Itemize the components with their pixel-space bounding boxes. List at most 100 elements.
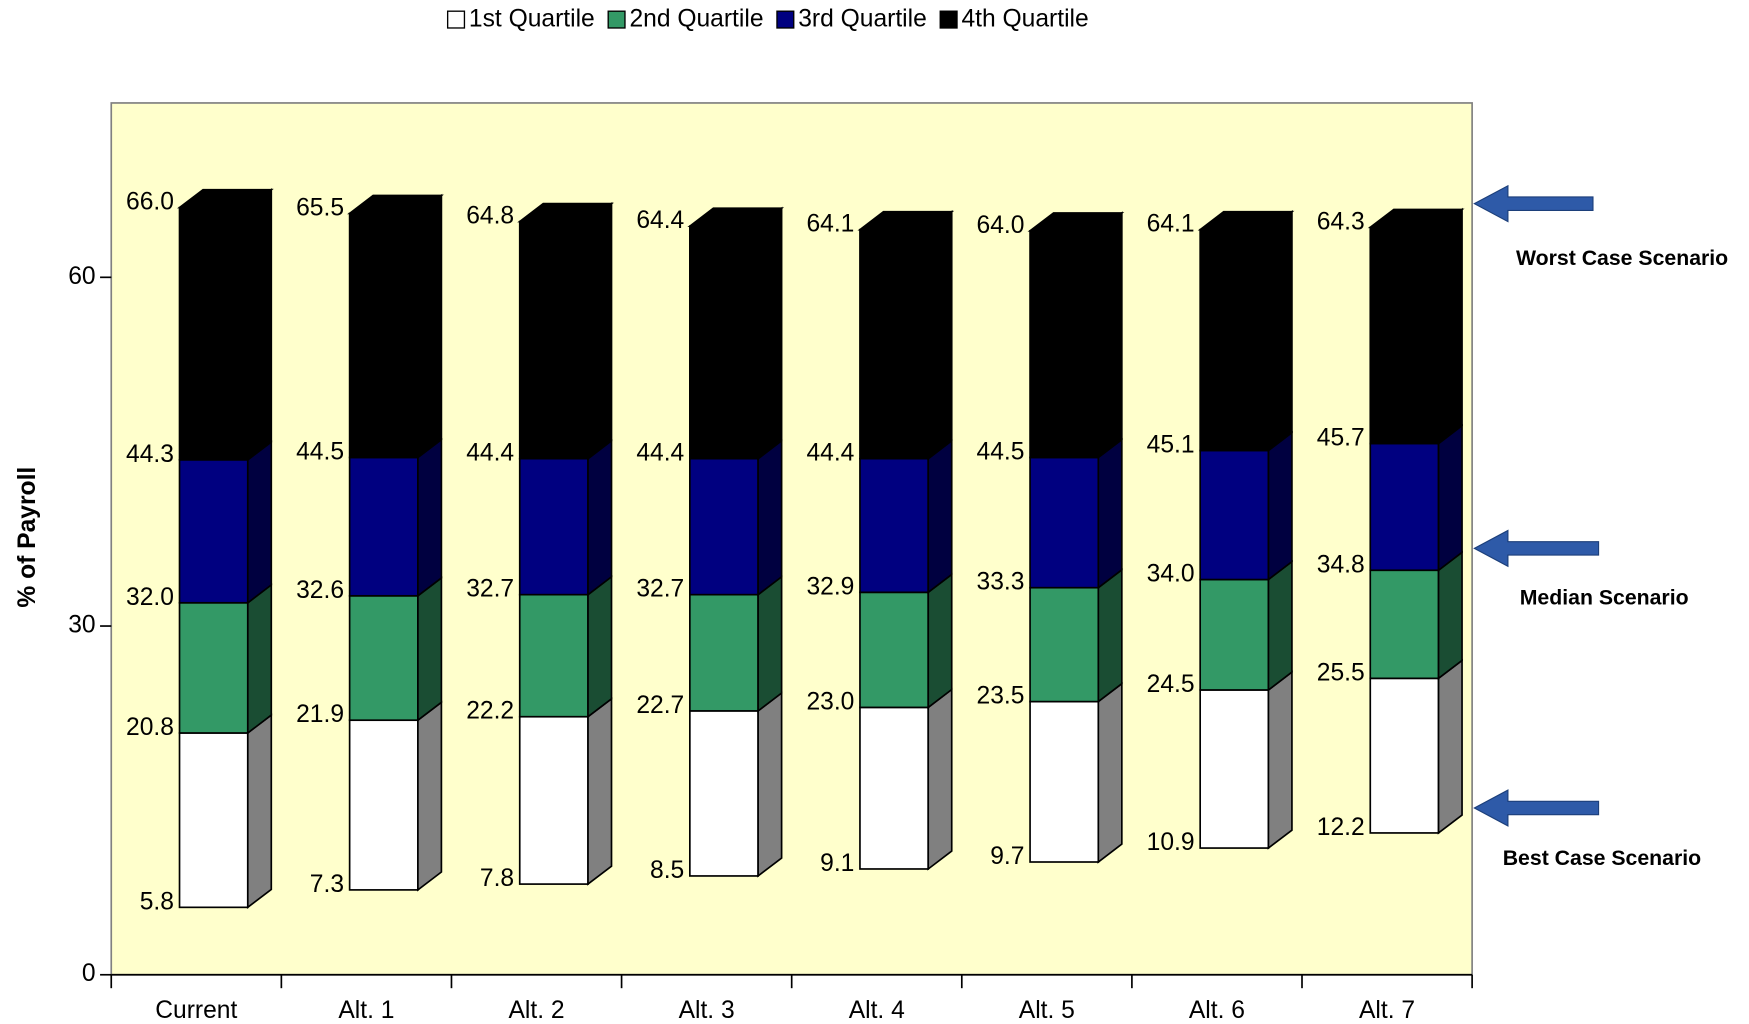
bar-segment-side [417, 700, 443, 892]
y-tick-label: 60 [68, 263, 95, 290]
bar-segment [859, 228, 930, 460]
bar-segment-side [1267, 430, 1293, 582]
legend-label: 1st Quartile [469, 6, 595, 33]
value-label: 44.3 [126, 441, 174, 468]
value-label: 7.3 [310, 871, 344, 898]
bar-segment-side [1267, 670, 1293, 850]
bar-segment-side [246, 440, 273, 605]
bar-stack [517, 201, 614, 886]
bar-segment-side [417, 576, 443, 722]
value-label: 64.0 [977, 212, 1025, 239]
value-label: 34.8 [1317, 551, 1365, 578]
bar-segment [348, 212, 419, 459]
bar-segment-side [417, 437, 443, 598]
bar-segment-top [347, 194, 444, 215]
bar-segment-side [757, 206, 783, 461]
bar-stack [687, 206, 785, 878]
bar-segment [518, 715, 589, 885]
bar-segment-side [757, 439, 783, 597]
legend-label: 3rd Quartile [798, 6, 927, 33]
bar-segment-side [587, 697, 613, 886]
value-label: 21.9 [296, 701, 344, 728]
legend-swatch [607, 10, 626, 29]
bar-segment-side [1437, 423, 1463, 572]
legend: 1st Quartile 2nd Quartile 3rd Quartile 4th … [446, 6, 1089, 33]
bar-stack [177, 187, 274, 910]
legend-swatch [776, 10, 795, 29]
bar-segment [1369, 442, 1440, 572]
bar-segment-top [687, 207, 785, 228]
bar-stack [1197, 210, 1295, 850]
bar-segment [518, 593, 589, 718]
value-label: 33.3 [977, 569, 1025, 596]
bar-segment [178, 206, 249, 461]
bar-segment-side [1437, 658, 1463, 835]
value-label: 32.7 [466, 576, 514, 603]
value-label: 32.0 [126, 584, 174, 611]
value-label: 7.8 [480, 865, 514, 892]
value-label: 45.1 [1147, 432, 1195, 459]
x-tick-label: Alt. 4 [849, 997, 905, 1024]
bar-segment [689, 457, 759, 596]
bar-segment [689, 710, 759, 877]
bar-segment [859, 457, 930, 594]
bar-segment-top [517, 202, 614, 223]
bar-segment [178, 732, 249, 909]
bar-segment [348, 594, 419, 722]
arrow [1473, 529, 1600, 568]
bar-segment-side [1097, 681, 1123, 864]
x-tick-label: Alt. 1 [338, 997, 394, 1024]
value-label: 23.0 [806, 688, 854, 715]
value-label: 25.5 [1317, 659, 1365, 686]
y-tick-label: 30 [68, 612, 95, 639]
x-tick-label: Alt. 3 [679, 997, 735, 1024]
value-label: 20.8 [126, 714, 174, 741]
x-tick-label: Alt. 5 [1019, 997, 1075, 1024]
bar-segment [1199, 689, 1270, 849]
bar-segment-side [246, 713, 273, 910]
y-tick-label: 0 [82, 960, 96, 987]
bar-segment-side [246, 187, 273, 462]
bar-stack [347, 193, 444, 892]
bar-segment-side [587, 439, 613, 597]
value-label: 5.8 [140, 888, 174, 915]
bar-segment [518, 457, 589, 596]
value-label: 44.5 [977, 439, 1025, 466]
bar-segment-side [757, 575, 783, 713]
bar-segment [1029, 229, 1100, 459]
value-label: 8.5 [650, 857, 684, 884]
bar-segment-side [1267, 559, 1293, 692]
legend-label: 4th Quartile [961, 6, 1088, 33]
bar-stack [857, 210, 955, 871]
value-label: 22.2 [466, 698, 514, 725]
bar-segment-side [587, 575, 613, 719]
annotation: Median Scenario [1520, 585, 1689, 609]
bar-segment-side [927, 572, 953, 710]
bar-segment [348, 456, 419, 597]
legend-label: 2nd Quartile [629, 6, 763, 33]
value-label: 32.6 [296, 577, 344, 604]
x-tick-label: Alt. 2 [508, 997, 564, 1024]
value-label: 34.0 [1147, 561, 1195, 588]
bar-stack [1027, 211, 1125, 864]
bar-segment-side [1097, 211, 1123, 460]
value-label: 65.5 [296, 194, 344, 221]
value-label: 24.5 [1147, 671, 1195, 698]
y-axis-title: % of Payroll [14, 467, 41, 608]
bar-segment [1029, 700, 1100, 863]
value-label: 10.9 [1147, 829, 1195, 856]
annotation-arrows [1473, 184, 1600, 827]
value-label: 44.4 [466, 440, 514, 467]
bar-segment [1199, 578, 1270, 691]
bar-segment-top [1367, 208, 1465, 229]
value-label: 64.8 [466, 203, 514, 230]
legend-swatch [446, 10, 466, 29]
value-label: 32.7 [636, 576, 684, 603]
bar-segment [689, 225, 759, 460]
bar-segment-side [757, 691, 783, 878]
bar-stack [1367, 207, 1465, 835]
bar-segment [178, 601, 249, 734]
arrow [1473, 184, 1594, 223]
